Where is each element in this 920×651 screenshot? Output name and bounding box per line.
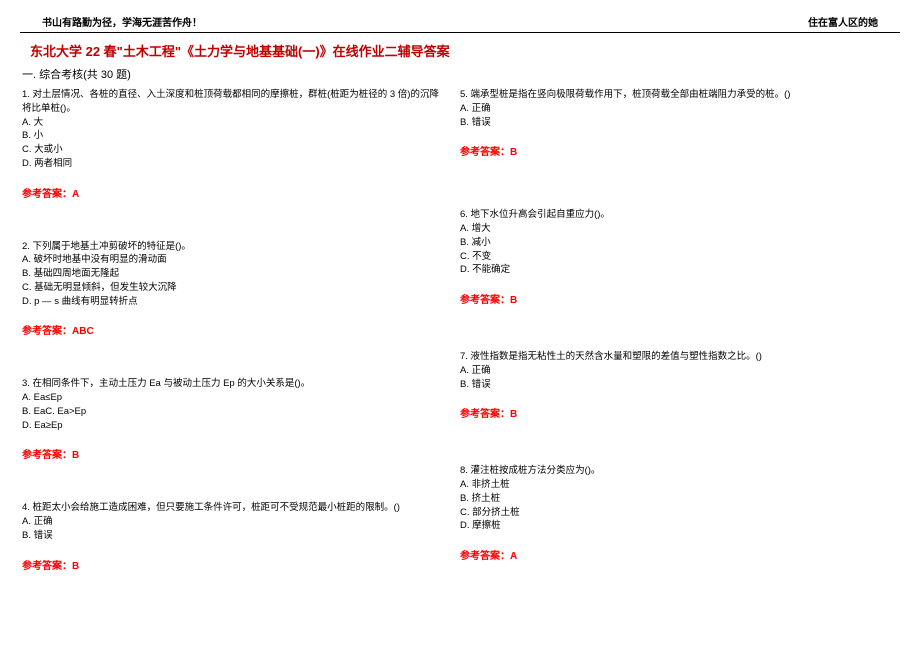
left-column: 1. 对土层情况、各桩的直径、入土深度和桩顶荷载都相同的摩擦桩，群桩(桩距为桩径… — [22, 88, 460, 572]
answer-label: 参考答案：B — [460, 291, 880, 306]
option: A. 非挤土桩 — [460, 478, 880, 492]
header-left: 书山有路勤为径，学海无涯苦作舟！ — [42, 14, 202, 29]
option: B. 基础四周地面无隆起 — [22, 267, 442, 281]
option: C. 部分挤土桩 — [460, 506, 880, 520]
option: D. 两者相同 — [22, 157, 442, 171]
answer-label: 参考答案：B — [460, 405, 880, 420]
page-header: 书山有路勤为径，学海无涯苦作舟！ 住在富人区的她 — [20, 0, 900, 33]
question-block: 8. 灌注桩按成桩方法分类应为()。A. 非挤土桩B. 挤土桩C. 部分挤土桩D… — [460, 464, 880, 562]
option: C. 不变 — [460, 250, 880, 264]
answer-label: 参考答案：B — [22, 557, 442, 572]
option: A. 大 — [22, 116, 442, 130]
question-text: 1. 对土层情况、各桩的直径、入土深度和桩顶荷载都相同的摩擦桩，群桩(桩距为桩径… — [22, 88, 442, 116]
header-right: 住在富人区的她 — [808, 14, 878, 29]
option: A. 正确 — [460, 364, 880, 378]
option: A. 正确 — [460, 102, 880, 116]
option: A. 增大 — [460, 222, 880, 236]
question-text: 7. 液性指数是指无粘性土的天然含水量和塑限的差值与塑性指数之比。() — [460, 350, 880, 364]
option: A. 破坏时地基中没有明显的滑动面 — [22, 253, 442, 267]
option: B. 小 — [22, 129, 442, 143]
right-column: 5. 端承型桩是指在竖向极限荷载作用下，桩顶荷载全部由桩端阻力承受的桩。()A.… — [460, 88, 898, 572]
question-block: 3. 在相同条件下，主动土压力 Ea 与被动土压力 Ep 的大小关系是()。A.… — [22, 377, 442, 461]
option: B. 错误 — [460, 116, 880, 130]
question-block: 2. 下列属于地基土冲剪破坏的特征是()。A. 破坏时地基中没有明显的滑动面B.… — [22, 240, 442, 338]
question-text: 4. 桩距太小会给施工造成困难，但只要施工条件许可，桩距可不受规范最小桩距的限制… — [22, 501, 442, 515]
question-text: 2. 下列属于地基土冲剪破坏的特征是()。 — [22, 240, 442, 254]
answer-label: 参考答案：B — [22, 446, 442, 461]
question-block: 6. 地下水位升高会引起自重应力()。A. 增大B. 减小C. 不变D. 不能确… — [460, 208, 880, 306]
question-block: 1. 对土层情况、各桩的直径、入土深度和桩顶荷载都相同的摩擦桩，群桩(桩距为桩径… — [22, 88, 442, 200]
option: D. Ea≥Ep — [22, 419, 442, 433]
option: B. 错误 — [22, 529, 442, 543]
option: A. Ea≤Ep — [22, 391, 442, 405]
question-block: 7. 液性指数是指无粘性土的天然含水量和塑限的差值与塑性指数之比。()A. 正确… — [460, 350, 880, 420]
option: B. 挤土桩 — [460, 492, 880, 506]
question-text: 5. 端承型桩是指在竖向极限荷载作用下，桩顶荷载全部由桩端阻力承受的桩。() — [460, 88, 880, 102]
answer-label: 参考答案：A — [22, 185, 442, 200]
answer-label: 参考答案：A — [460, 547, 880, 562]
answer-label: 参考答案：B — [460, 143, 880, 158]
question-text: 6. 地下水位升高会引起自重应力()。 — [460, 208, 880, 222]
question-block: 5. 端承型桩是指在竖向极限荷载作用下，桩顶荷载全部由桩端阻力承受的桩。()A.… — [460, 88, 880, 158]
option: D. p — s 曲线有明显转折点 — [22, 295, 442, 309]
question-text: 3. 在相同条件下，主动土压力 Ea 与被动土压力 Ep 的大小关系是()。 — [22, 377, 442, 391]
option: A. 正确 — [22, 515, 442, 529]
option: B. EaC. Ea>Ep — [22, 405, 442, 419]
section-heading: 一. 综合考核(共 30 题) — [0, 64, 920, 88]
option: D. 不能确定 — [460, 263, 880, 277]
answer-label: 参考答案：ABC — [22, 322, 442, 337]
question-text: 8. 灌注桩按成桩方法分类应为()。 — [460, 464, 880, 478]
exam-title: 东北大学 22 春"土木工程"《土力学与地基基础(一)》在线作业二辅导答案 — [0, 33, 920, 64]
question-block: 4. 桩距太小会给施工造成困难，但只要施工条件许可，桩距可不受规范最小桩距的限制… — [22, 501, 442, 571]
option: D. 摩擦桩 — [460, 519, 880, 533]
option: B. 减小 — [460, 236, 880, 250]
option: B. 错误 — [460, 378, 880, 392]
option: C. 大或小 — [22, 143, 442, 157]
option: C. 基础无明显倾斜，但发生较大沉降 — [22, 281, 442, 295]
content-columns: 1. 对土层情况、各桩的直径、入土深度和桩顶荷载都相同的摩擦桩，群桩(桩距为桩径… — [0, 88, 920, 572]
